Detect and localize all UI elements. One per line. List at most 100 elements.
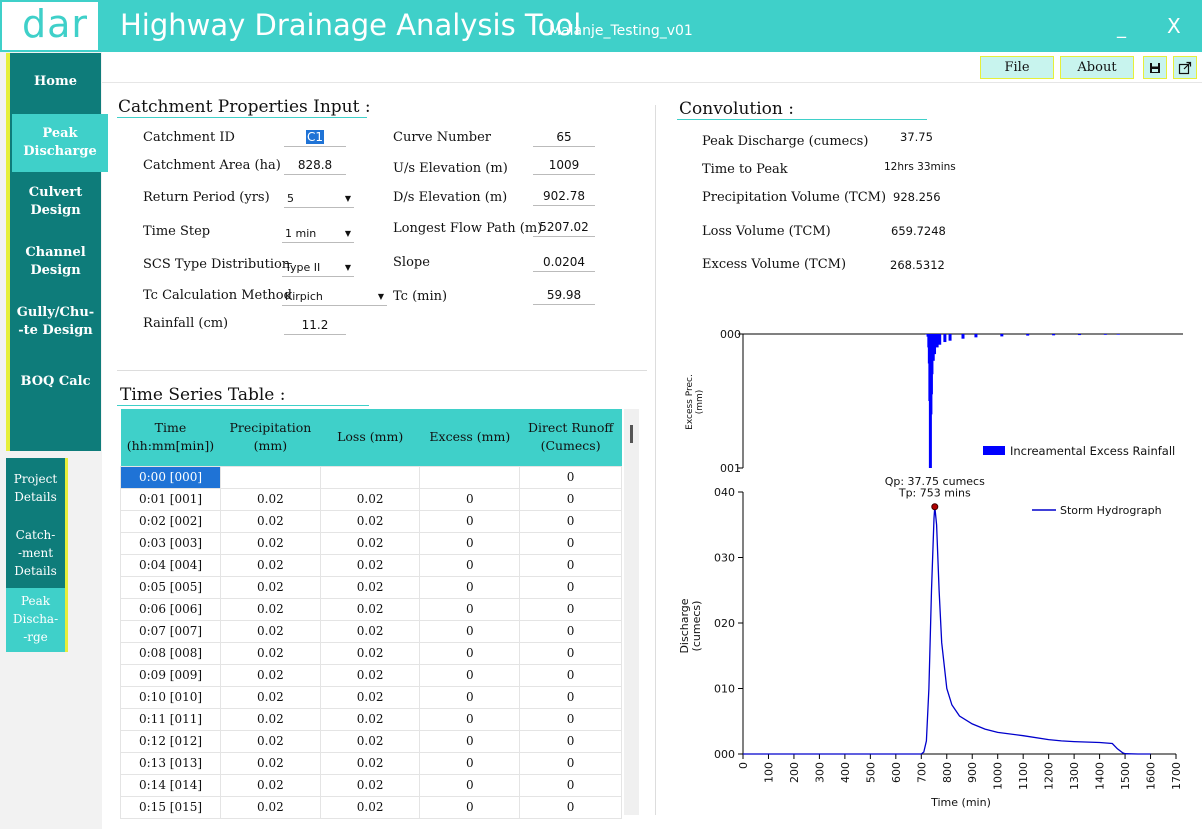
us-elevation-field[interactable]: 1009 (533, 157, 595, 175)
about-button[interactable]: About (1060, 56, 1134, 79)
table-cell[interactable]: 0.02 (319, 487, 421, 511)
table-cell[interactable]: 0.02 (319, 641, 421, 665)
minimize-button[interactable]: _ (1117, 18, 1126, 39)
table-cell[interactable]: 0 (519, 707, 622, 731)
col-header-direct-runoff[interactable]: Direct Runoff (Cumecs) (519, 409, 622, 466)
table-cell[interactable]: 0.02 (219, 619, 321, 643)
table-cell[interactable]: 0:03 [003] (120, 531, 221, 555)
table-cell[interactable]: 0:07 [007] (120, 619, 221, 643)
tc-method-select[interactable]: Kirpich ▼ (282, 288, 387, 306)
table-cell[interactable]: 0 (519, 575, 622, 599)
table-scrollbar[interactable] (624, 409, 639, 815)
table-cell[interactable]: 0:14 [014] (120, 773, 221, 797)
close-button[interactable]: X (1167, 14, 1181, 38)
table-cell[interactable]: 0.02 (319, 773, 421, 797)
table-cell[interactable]: 0 (419, 773, 521, 797)
table-cell[interactable]: 0.02 (219, 751, 321, 775)
table-row[interactable]: 0:08 [008] 0.02 0.02 0 0 (120, 641, 622, 665)
table-cell[interactable]: 0 (419, 751, 521, 775)
catchment-area-field[interactable]: 828.8 (284, 157, 346, 175)
export-icon[interactable] (1173, 56, 1197, 79)
table-row[interactable]: 0:01 [001] 0.02 0.02 0 0 (120, 487, 622, 511)
table-row[interactable]: 0:02 [002] 0.02 0.02 0 0 (120, 509, 622, 533)
nav-gully-chute-design[interactable]: Gully/Chu- -te Design (16, 305, 95, 338)
table-cell[interactable]: 0 (519, 773, 622, 797)
sub-nav-catchment-details[interactable]: Catch- -ment Details (14, 528, 57, 578)
table-cell[interactable]: 0.02 (319, 685, 421, 709)
table-cell[interactable]: 0 (519, 465, 622, 489)
col-header-time[interactable]: Time (hh:mm[min]) (120, 409, 221, 466)
table-cell[interactable]: 0:02 [002] (120, 509, 221, 533)
table-row[interactable]: 0:13 [013] 0.02 0.02 0 0 (120, 751, 622, 775)
table-cell[interactable]: 0.02 (319, 619, 421, 643)
table-cell[interactable]: 0.02 (219, 729, 321, 753)
table-cell[interactable] (419, 465, 521, 489)
table-cell[interactable]: 0 (419, 707, 521, 731)
table-cell[interactable]: 0 (519, 751, 622, 775)
table-cell[interactable]: 0.02 (319, 795, 421, 819)
col-header-precipitation[interactable]: Precipitation (mm) (220, 409, 321, 466)
table-cell[interactable]: 0.02 (319, 707, 421, 731)
table-cell[interactable]: 0 (419, 641, 521, 665)
scs-type-select[interactable]: Type II ▼ (282, 259, 354, 277)
table-cell[interactable]: 0:11 [011] (120, 707, 221, 731)
table-cell[interactable]: 0.02 (219, 685, 321, 709)
table-cell[interactable]: 0:05 [005] (120, 575, 221, 599)
table-row[interactable]: 0:07 [007] 0.02 0.02 0 0 (120, 619, 622, 643)
table-cell[interactable]: 0:15 [015] (120, 795, 221, 819)
col-header-loss[interactable]: Loss (mm) (320, 409, 420, 466)
table-cell[interactable]: 0.02 (319, 597, 421, 621)
table-cell[interactable]: 0.02 (219, 795, 321, 819)
table-cell[interactable]: 0:10 [010] (120, 685, 221, 709)
table-cell[interactable]: 0:01 [001] (120, 487, 221, 511)
table-cell[interactable]: 0.02 (219, 773, 321, 797)
table-cell[interactable]: 0 (419, 663, 521, 687)
table-scrollbar-thumb[interactable] (630, 425, 633, 443)
table-cell[interactable]: 0.02 (219, 663, 321, 687)
table-cell[interactable]: 0 (519, 553, 622, 577)
flow-path-field[interactable]: 5207.02 (533, 219, 595, 237)
table-cell[interactable]: 0 (419, 575, 521, 599)
table-row[interactable]: 0:15 [015] 0.02 0.02 0 0 (120, 795, 622, 819)
table-cell[interactable]: 0:13 [013] (120, 751, 221, 775)
table-cell[interactable]: 0.02 (319, 509, 421, 533)
table-cell[interactable]: 0 (419, 531, 521, 555)
table-cell[interactable]: 0:04 [004] (120, 553, 221, 577)
table-cell[interactable]: 0 (519, 685, 622, 709)
table-cell[interactable]: 0:12 [012] (120, 729, 221, 753)
table-cell[interactable]: 0.02 (319, 553, 421, 577)
table-cell[interactable]: 0.02 (219, 553, 321, 577)
table-cell[interactable]: 0.02 (219, 531, 321, 555)
table-cell[interactable] (319, 465, 421, 489)
table-cell[interactable]: 0:09 [009] (120, 663, 221, 687)
table-cell[interactable]: 0.02 (219, 641, 321, 665)
table-cell[interactable]: 0 (519, 663, 622, 687)
table-cell[interactable]: 0 (519, 795, 622, 819)
save-icon[interactable] (1143, 56, 1167, 79)
table-row[interactable]: 0:14 [014] 0.02 0.02 0 0 (120, 773, 622, 797)
table-cell[interactable]: 0 (419, 553, 521, 577)
table-cell[interactable]: 0.02 (319, 729, 421, 753)
table-row[interactable]: 0:06 [006] 0.02 0.02 0 0 (120, 597, 622, 621)
nav-boq-calc[interactable]: BOQ Calc (20, 374, 91, 389)
table-row[interactable]: 0:00 [000] 0 (120, 465, 622, 489)
table-cell[interactable]: 0 (419, 619, 521, 643)
table-cell[interactable]: 0.02 (219, 597, 321, 621)
table-row[interactable]: 0:12 [012] 0.02 0.02 0 0 (120, 729, 622, 753)
table-cell[interactable]: 0.02 (219, 509, 321, 533)
table-cell[interactable]: 0 (519, 619, 622, 643)
file-button[interactable]: File (980, 56, 1054, 79)
table-cell[interactable]: 0 (419, 509, 521, 533)
table-row[interactable]: 0:03 [003] 0.02 0.02 0 0 (120, 531, 622, 555)
col-header-excess[interactable]: Excess (mm) (419, 409, 520, 466)
table-cell[interactable]: 0.02 (319, 751, 421, 775)
table-cell[interactable]: 0 (519, 531, 622, 555)
table-cell[interactable]: 0 (519, 487, 622, 511)
table-cell[interactable] (219, 465, 321, 489)
table-cell[interactable]: 0:08 [008] (120, 641, 221, 665)
curve-number-field[interactable]: 65 (533, 129, 595, 147)
table-row[interactable]: 0:04 [004] 0.02 0.02 0 0 (120, 553, 622, 577)
catchment-id-field[interactable]: C1 (284, 129, 346, 147)
nav-channel-design[interactable]: Channel Design (25, 245, 86, 278)
return-period-select[interactable]: 5 ▼ (284, 190, 354, 208)
